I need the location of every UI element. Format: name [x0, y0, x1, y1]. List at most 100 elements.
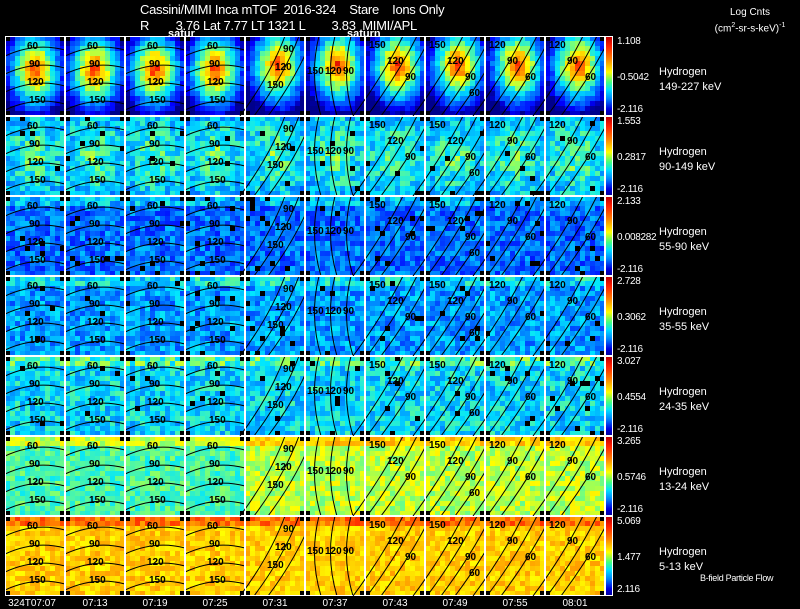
heatmap-cell	[200, 236, 205, 241]
heatmap-cell	[150, 266, 155, 271]
heatmap-cell	[210, 71, 215, 76]
heatmap-cell	[20, 76, 25, 81]
heatmap-cell	[170, 46, 175, 51]
heatmap-cell	[170, 51, 175, 56]
heatmap-cell	[55, 96, 60, 101]
heatmap-cell	[285, 261, 290, 266]
heatmap-cell	[50, 76, 55, 81]
heatmap-cell	[465, 141, 470, 146]
heatmap-cell	[285, 171, 290, 176]
heatmap-cell	[105, 71, 110, 76]
heatmap-cell	[105, 156, 110, 161]
heatmap-cell	[165, 71, 170, 76]
heatmap-cell	[400, 96, 405, 101]
heatmap-cell	[135, 91, 140, 96]
heatmap-cell	[295, 76, 300, 81]
heatmap-cell	[520, 126, 525, 131]
heatmap-cell	[75, 136, 80, 141]
heatmap-cell	[265, 201, 270, 206]
heatmap-cell	[235, 251, 240, 256]
heatmap-cell	[115, 176, 120, 181]
heatmap-cell	[260, 176, 265, 181]
heatmap-cell	[230, 246, 235, 251]
heatmap-cell	[55, 266, 60, 271]
heatmap-cell	[495, 91, 500, 96]
heatmap-cell	[495, 136, 500, 141]
heatmap-cell	[140, 71, 145, 76]
heatmap-cell	[475, 46, 480, 51]
heatmap-cell	[475, 146, 480, 151]
heatmap-cell	[310, 121, 315, 126]
heatmap-cell	[380, 56, 385, 61]
heatmap-cell	[385, 156, 390, 161]
heatmap-cell	[325, 91, 330, 96]
heatmap-cell	[140, 41, 145, 46]
contour-label: 90	[405, 72, 417, 83]
heatmap-cell	[400, 121, 405, 126]
heatmap-cell	[190, 126, 195, 131]
heatmap-cell	[100, 201, 105, 206]
heatmap-cell	[165, 266, 170, 271]
heatmap-cell	[75, 41, 80, 46]
heatmap-cell	[290, 246, 295, 251]
heatmap-cell	[90, 151, 95, 156]
heatmap-cell	[220, 66, 225, 71]
heatmap-cell	[370, 76, 375, 81]
contour-label: 150	[149, 95, 166, 106]
heatmap-cell	[10, 91, 15, 96]
heatmap-cell	[55, 156, 60, 161]
heatmap-cell	[520, 91, 525, 96]
heatmap-cell	[165, 56, 170, 61]
heatmap-cell	[325, 81, 330, 86]
contour-label: 60	[207, 41, 219, 52]
heatmap-cell	[170, 106, 175, 111]
heatmap-cell	[585, 171, 590, 176]
heatmap-cell	[370, 96, 375, 101]
heatmap-cell	[435, 166, 440, 171]
heatmap-cell	[175, 121, 180, 126]
heatmap-cell	[265, 141, 270, 146]
heatmap-cell	[225, 186, 230, 191]
heatmap-cell	[50, 176, 55, 181]
heatmap-cell	[45, 41, 50, 46]
contour-label: 150	[209, 175, 226, 186]
heatmap-cell	[580, 66, 585, 71]
heatmap-cell	[370, 101, 375, 106]
heatmap-cell	[340, 161, 345, 166]
heatmap-cell	[255, 241, 260, 246]
heatmap-cell	[200, 131, 205, 136]
heatmap-cell	[80, 61, 85, 66]
heatmap-cell	[130, 96, 135, 101]
heatmap-cell	[345, 106, 350, 111]
heatmap-cell	[580, 146, 585, 151]
heatmap-cell	[235, 51, 240, 56]
heatmap-cell	[455, 101, 460, 106]
heatmap-cell	[20, 216, 25, 221]
heatmap-cell	[255, 131, 260, 136]
heatmap-cell	[55, 91, 60, 96]
heatmap-cell	[230, 231, 235, 236]
heatmap-cell	[415, 101, 420, 106]
heatmap-cell	[395, 161, 400, 166]
heatmap-cell	[140, 166, 145, 171]
heatmap-cell	[530, 61, 535, 66]
heatmap-cell	[110, 206, 115, 211]
heatmap-cell	[515, 96, 520, 101]
heatmap-cell	[200, 256, 205, 261]
heatmap-cell	[490, 181, 495, 186]
heatmap-cell	[565, 171, 570, 176]
heatmap-cell	[440, 76, 445, 81]
heatmap-cell	[140, 176, 145, 181]
heatmap-cell	[175, 241, 180, 246]
heatmap-cell	[170, 156, 175, 161]
heatmap-cell	[230, 91, 235, 96]
heatmap-cell	[380, 76, 385, 81]
heatmap-cell	[295, 176, 300, 181]
heatmap-cell	[160, 146, 165, 151]
heatmap-cell	[520, 51, 525, 56]
heatmap-cell	[320, 101, 325, 106]
heatmap-cell	[165, 231, 170, 236]
heatmap-cell	[510, 91, 515, 96]
heatmap-cell	[260, 171, 265, 176]
heatmap-cell	[140, 51, 145, 56]
